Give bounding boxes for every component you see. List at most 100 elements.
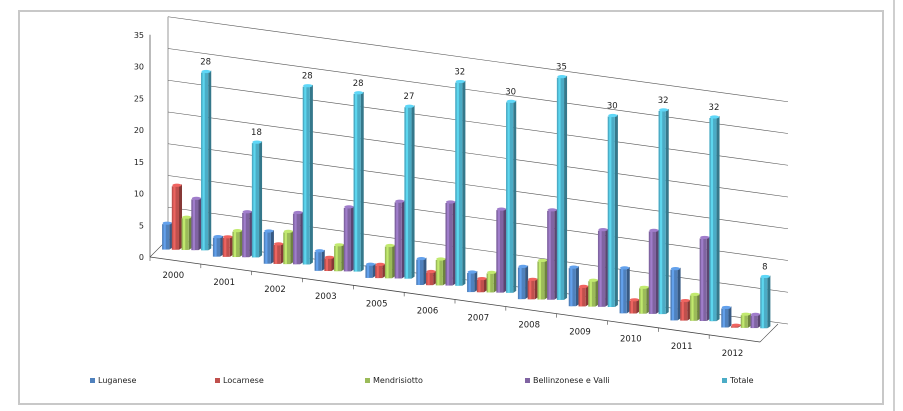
data-label: 27 [404, 92, 415, 102]
bar-highlight [691, 295, 694, 321]
legend-item: Luganese [90, 376, 137, 385]
bar-side [259, 141, 263, 258]
legend-item: Bellinzonese e Valli [525, 376, 610, 385]
bar-highlight [405, 107, 409, 279]
bar-top [182, 215, 192, 219]
x-tick-label: 2010 [620, 335, 642, 345]
bar-top [506, 99, 516, 103]
bar-highlight [446, 203, 450, 286]
bar-side [614, 114, 618, 307]
y-tick-label: 10 [134, 190, 144, 199]
bar-bellinzonese-e-valli [394, 199, 405, 279]
bar-top [303, 84, 313, 88]
data-label: 32 [454, 68, 465, 78]
bar-side [757, 313, 761, 329]
bar-side [716, 115, 720, 322]
bar-highlight [386, 246, 389, 279]
legend-swatch [525, 378, 530, 383]
x-tick-label: 2006 [417, 306, 439, 316]
bar-side [309, 84, 313, 265]
gridline [167, 206, 789, 293]
bar-top [670, 267, 681, 271]
data-label: 35 [556, 63, 567, 73]
bar-top [455, 79, 465, 84]
bar-highlight [650, 231, 653, 314]
bar-totale [201, 69, 212, 251]
data-label: 28 [353, 79, 364, 89]
gridline [167, 16, 789, 103]
bar-top [547, 208, 557, 212]
bar-highlight [529, 280, 532, 300]
bar-bellinzonese-e-valli [191, 196, 202, 251]
bar-luganese [416, 256, 427, 285]
bar-top [680, 298, 690, 303]
bar-totale [658, 108, 669, 315]
legend-item: Locarnese [215, 376, 264, 385]
bar-luganese [314, 249, 325, 271]
bar-totale [607, 113, 618, 307]
bar-totale [353, 91, 364, 272]
bar-locarnese [171, 183, 183, 250]
bar-highlight [192, 199, 195, 251]
bar-highlight [599, 230, 602, 307]
bar-luganese [212, 235, 224, 257]
y-tick-label: 15 [134, 158, 144, 167]
bar-locarnese [273, 242, 284, 264]
bar-highlight [630, 300, 634, 314]
bar-top [436, 257, 446, 261]
bar-side [575, 266, 579, 307]
y-tick-label: 35 [134, 31, 144, 40]
bar-top [375, 262, 385, 266]
bar-side [442, 257, 446, 286]
bar-locarnese [680, 298, 691, 321]
bar-side [229, 235, 233, 257]
bar-bellinzonese-e-valli [648, 228, 659, 314]
bar-highlight [366, 265, 370, 278]
bar-top [283, 229, 293, 233]
gridline [167, 175, 789, 261]
bar-side [208, 70, 212, 251]
bar-highlight [376, 265, 379, 279]
bar-top [731, 323, 741, 327]
bar-top [750, 312, 761, 316]
bar-highlight [538, 261, 542, 300]
bar-side [188, 216, 192, 250]
bar-top [620, 266, 630, 270]
bar-side [350, 205, 354, 272]
y-tick-label: 5 [139, 221, 144, 230]
x-tick-label: 2009 [569, 328, 591, 338]
data-label: 18 [251, 128, 262, 138]
bar-luganese [721, 305, 732, 328]
bar-top [721, 305, 731, 310]
bar-top [639, 285, 649, 289]
bar-highlight [701, 238, 704, 321]
bar-side [452, 201, 456, 286]
bar-side [411, 105, 415, 279]
bar-top [445, 200, 456, 204]
bar-luganese [162, 221, 173, 250]
bar-side [554, 208, 558, 300]
bar-top [598, 228, 608, 232]
bar-luganese [670, 267, 681, 321]
bar-bellinzonese-e-valli [496, 207, 507, 293]
bar-bellinzonese-e-valli [343, 205, 354, 272]
bar-top [659, 108, 669, 112]
bar-highlight [710, 117, 714, 322]
bar-side [401, 200, 405, 279]
bar-side [462, 80, 466, 286]
bar-top [537, 258, 548, 263]
bar-top [416, 256, 426, 261]
bar-top [315, 249, 325, 253]
x-tick-label: 2008 [518, 321, 540, 331]
legend-swatch [722, 378, 727, 383]
bar-side [249, 210, 253, 258]
bar-highlight [456, 82, 459, 286]
bar-bellinzonese-e-valli [292, 210, 304, 265]
bar-highlight [751, 315, 755, 329]
bar-highlight [742, 315, 745, 328]
bar-top [608, 113, 618, 118]
x-tick-label: 2000 [163, 271, 185, 281]
bar-highlight [284, 232, 287, 265]
bar-highlight [558, 77, 561, 300]
